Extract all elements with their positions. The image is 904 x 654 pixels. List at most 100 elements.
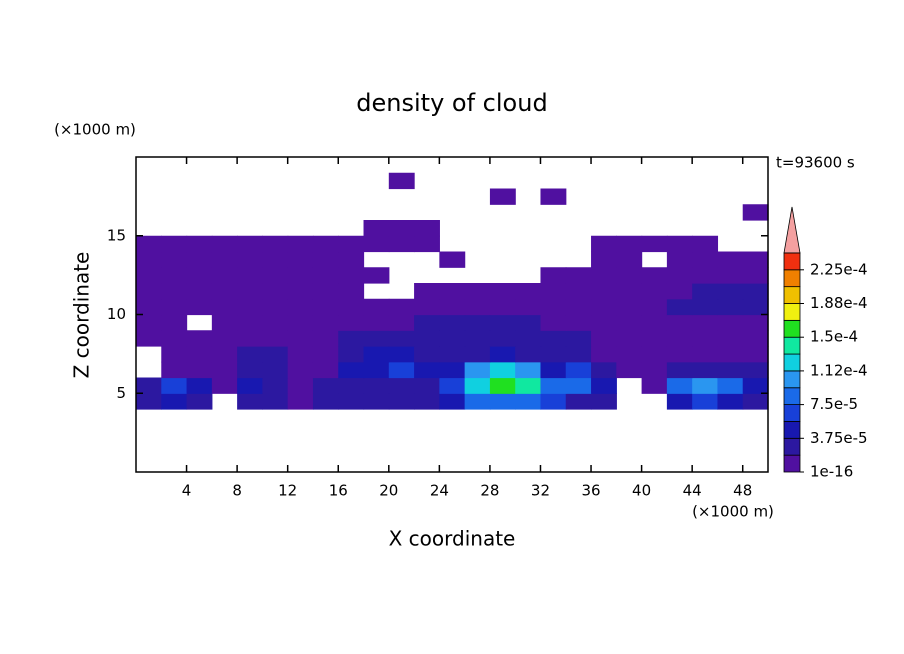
contour-cell — [591, 377, 617, 394]
contour-cell — [616, 267, 643, 284]
contour-cell — [186, 283, 213, 300]
contour-cell — [211, 330, 238, 347]
contour-cell — [666, 283, 693, 300]
colorbar-box — [783, 269, 801, 288]
contour-cell — [211, 314, 238, 331]
contour-cell — [616, 330, 643, 347]
contour-cell — [591, 330, 617, 347]
contour-cell — [388, 314, 415, 331]
contour-cell — [186, 377, 213, 394]
contour-cell — [161, 314, 188, 331]
colorbar-tick-label: 1.88e-4 — [810, 294, 868, 312]
contour-cell — [641, 235, 668, 253]
contour-cell — [211, 361, 238, 379]
contour-cell — [591, 346, 617, 363]
contour-cell — [489, 393, 516, 410]
contour-cell — [363, 330, 390, 347]
contour-cell — [717, 251, 744, 268]
contour-cell — [515, 314, 542, 331]
contour-cell — [515, 346, 542, 363]
contour-cell — [565, 330, 592, 347]
contour-cell — [136, 283, 162, 300]
contour-cell — [237, 283, 263, 300]
contour-cell — [540, 267, 567, 284]
contour-cell — [186, 393, 213, 410]
contour-cell — [489, 346, 516, 363]
contour-cell — [287, 346, 314, 363]
contour-cell — [692, 283, 719, 300]
contour-cell — [742, 361, 769, 379]
contour-cell — [565, 346, 592, 363]
contour-cell — [717, 330, 744, 347]
contour-cell — [464, 346, 491, 363]
contour-cell — [717, 346, 744, 363]
contour-cell — [591, 235, 617, 253]
contour-cell — [641, 298, 668, 316]
colorbar-box — [783, 286, 801, 304]
contour-cell — [237, 330, 263, 347]
contour-cell — [616, 361, 643, 379]
contour-cell — [211, 298, 238, 316]
contour-cell — [312, 251, 339, 268]
x-tick-label: 32 — [531, 482, 550, 500]
contour-cell — [489, 330, 516, 347]
contour-cell — [211, 346, 238, 363]
contour-cell — [742, 204, 769, 221]
contour-cell — [186, 330, 213, 347]
colorbar-tick-label: 1.5e-4 — [810, 328, 858, 346]
colorbar-tick-label: 2.25e-4 — [810, 260, 868, 278]
contour-cell — [692, 235, 719, 253]
contour-cell — [186, 361, 213, 379]
contour-cell — [312, 298, 339, 316]
colorbar-box — [783, 252, 801, 271]
contour-cell — [540, 314, 567, 331]
contour-cell — [414, 298, 440, 316]
contour-cell — [742, 267, 769, 284]
contour-cell — [489, 283, 516, 300]
contour-cell — [363, 220, 390, 237]
contour-cell — [692, 298, 719, 316]
contour-cell — [414, 330, 440, 347]
contour-cell — [591, 283, 617, 300]
contour-cell — [464, 314, 491, 331]
contour-cell — [414, 283, 440, 300]
x-tick-label: 12 — [278, 482, 297, 500]
x-tick-label: 16 — [329, 482, 348, 500]
contour-cell — [540, 346, 567, 363]
contour-cell — [591, 251, 617, 268]
contour-cell — [692, 346, 719, 363]
contour-cell — [211, 267, 238, 284]
contour-cell — [666, 267, 693, 284]
contour-cell — [439, 314, 466, 331]
contour-cell — [136, 235, 162, 253]
contour-cell — [363, 346, 390, 363]
contour-cell — [211, 377, 238, 394]
contour-cell — [414, 314, 440, 331]
contour-cell — [717, 377, 744, 394]
contour-cell — [388, 377, 415, 394]
contour-cell — [136, 314, 162, 331]
x-tick-label: 28 — [480, 482, 499, 500]
contour-cell — [565, 314, 592, 331]
contour-cell — [186, 346, 213, 363]
contour-cell — [338, 330, 365, 347]
contour-cell — [136, 377, 162, 394]
contour-cell — [237, 235, 263, 253]
contour-cell — [414, 346, 440, 363]
contour-cell — [287, 283, 314, 300]
contour-cell — [666, 235, 693, 253]
contour-cell — [262, 393, 289, 410]
contour-cell — [338, 393, 365, 410]
contour-cell — [287, 314, 314, 331]
colorbar-box — [783, 336, 801, 355]
contour-cell — [186, 235, 213, 253]
contour-cell — [717, 298, 744, 316]
contour-cell — [237, 251, 263, 268]
contour-cell — [616, 235, 643, 253]
contour-cell — [591, 298, 617, 316]
contour-cell — [161, 251, 188, 268]
contour-cell — [742, 251, 769, 268]
contour-cell — [338, 314, 365, 331]
colorbar-box — [783, 387, 801, 406]
contour-cell — [338, 283, 365, 300]
